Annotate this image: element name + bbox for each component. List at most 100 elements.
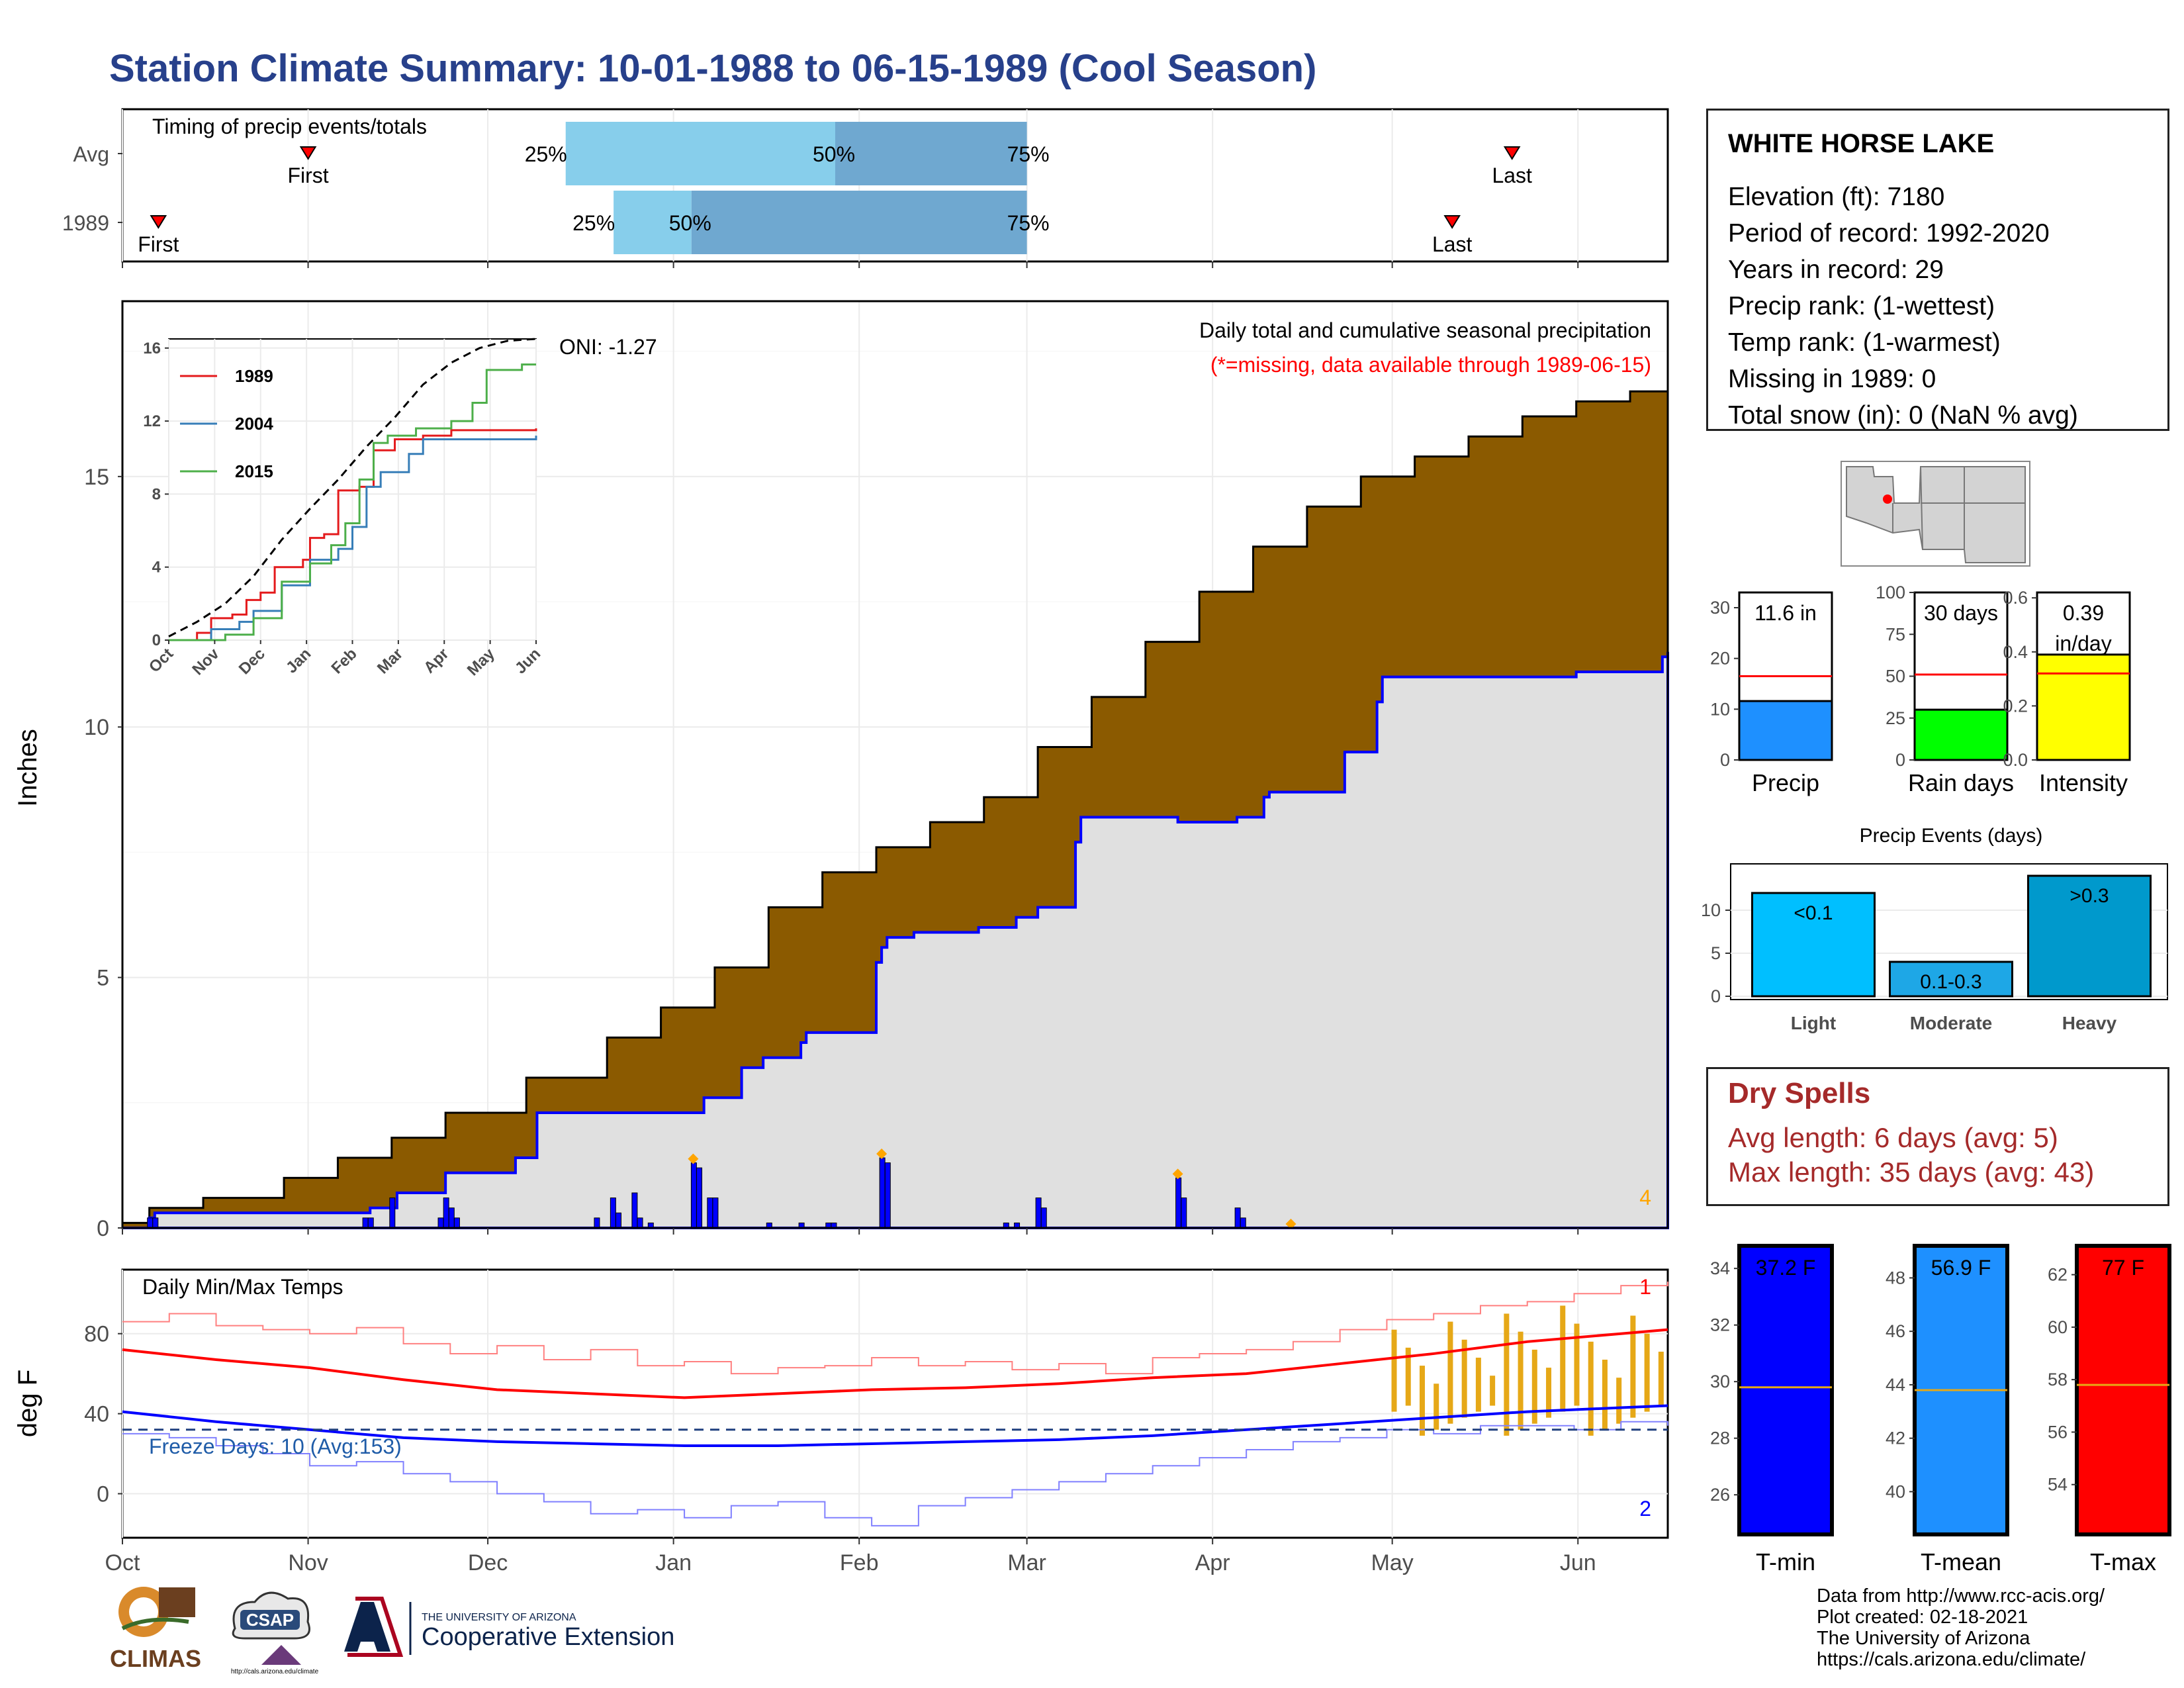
daily-precip-bar: [707, 1197, 713, 1229]
temp-anomaly-bar: [1531, 1349, 1537, 1424]
precip-gauge-tick-label: 0.4: [2003, 642, 2028, 662]
month-label: Dec: [468, 1550, 508, 1575]
precip-gauge-tick-label: 30: [1710, 598, 1730, 618]
missing-marker: [1172, 1168, 1183, 1180]
precip-gauge-label: Rain days: [1908, 769, 2014, 796]
temp-anomaly-bar: [1518, 1331, 1524, 1430]
precip-gauge-tick-label: 0: [1720, 750, 1730, 770]
timing-q75-label: 75%: [1007, 211, 1050, 235]
temp-anomaly-bar: [1419, 1366, 1425, 1436]
precip-gauge-tick-label: 50: [1886, 667, 1905, 686]
timing-q25-q50-bar: [614, 191, 692, 254]
climas-logo: CLIMAS: [110, 1587, 201, 1672]
precip-corner-label: 4: [1639, 1186, 1651, 1209]
ua-top-text: THE UNIVERSITY OF ARIZONA: [422, 1612, 576, 1623]
events-bar: [2027, 874, 2152, 998]
daily-precip-bar: [389, 1197, 396, 1229]
missing-markers: [688, 1149, 1297, 1229]
precip-gauge-tick-label: 25: [1886, 708, 1905, 728]
temp-anomaly-bar: [1560, 1305, 1566, 1412]
precip-gauge-tick-label: 0: [1895, 750, 1905, 770]
month-label: May: [1371, 1550, 1414, 1575]
station-info-box: WHITE HORSE LAKE Elevation (ft): 7180 Pe…: [1706, 109, 2169, 431]
temp-gauge-tick-label: 62: [2048, 1265, 2068, 1285]
timing-q50-label: 50%: [669, 211, 711, 235]
events-category-label: Heavy: [2062, 1013, 2117, 1033]
events-ytick-label: 10: [1701, 900, 1721, 920]
temp-anomaly-bar: [1602, 1360, 1608, 1430]
temp-gauge-tick-label: 46: [1886, 1321, 1905, 1341]
ua-logo: THE UNIVERSITY OF ARIZONA Cooperative Ex…: [344, 1597, 674, 1657]
station-precip-rank: Precip rank: (1-wettest): [1728, 292, 1995, 320]
inset-ytick-label: 4: [152, 559, 161, 577]
precip-gauge-tick-label: 100: [1876, 583, 1905, 602]
events-category-label: Moderate: [1910, 1013, 1992, 1033]
temp-anomaly-bar: [1447, 1321, 1453, 1424]
precip-gauge-value: 11.6 in: [1754, 601, 1817, 625]
station-missing: Missing in 1989: 0: [1728, 365, 1936, 393]
timing-q75-label: 75%: [1007, 142, 1050, 166]
timing-row-label: Avg: [73, 142, 109, 166]
csap-url: http://cals.arizona.edu/climate: [231, 1668, 319, 1675]
temp-anomaly-bar: [1475, 1357, 1481, 1412]
daily-precip-bar: [367, 1217, 374, 1229]
daily-precip-bar: [690, 1162, 697, 1229]
freeze-label: Freeze Days: 10 (Avg:153): [149, 1434, 402, 1458]
inset-series: [168, 338, 537, 641]
page-title: Station Climate Summary: 10-01-1988 to 0…: [109, 47, 1317, 90]
temp-ytick-label: 40: [84, 1402, 109, 1427]
timing-q25-label: 25%: [572, 211, 615, 235]
timing-last-marker: [1443, 215, 1461, 229]
temp-anomaly-bar: [1546, 1368, 1552, 1418]
events-ytick-label: 0: [1711, 986, 1721, 1006]
temp-anomaly-bar: [1391, 1329, 1397, 1412]
cumulative-1989-area: [122, 651, 1669, 1229]
inset-avg-line: [168, 338, 537, 637]
month-label: Jan: [655, 1550, 692, 1575]
temp-gauge-bar: [1737, 1244, 1834, 1536]
precip-ylabel: Inches: [13, 729, 42, 807]
events-bar: [1889, 961, 2013, 998]
events-bar-label: >0.3: [2070, 885, 2109, 907]
daily-precip-bar: [152, 1217, 159, 1229]
precip-gauge-bar: [1738, 700, 1833, 761]
timing-first-marker: [150, 215, 167, 229]
temp-gauge-tick-label: 40: [1886, 1481, 1905, 1501]
timing-panel: Timing of precip events/totals Avg 25% 50%…: [62, 108, 1669, 268]
temp-anomaly-bar: [1490, 1376, 1496, 1406]
precip-ytick-label: 15: [84, 465, 109, 490]
missing-marker: [1285, 1219, 1297, 1229]
temp-gauge-label: T-max: [2090, 1548, 2156, 1575]
temp-anomaly-bars: [1391, 1305, 1664, 1436]
timing-q25-label: 25%: [525, 142, 567, 166]
timing-q50-q75-bar: [691, 191, 1027, 254]
precip-gauge-label: Intensity: [2039, 769, 2128, 796]
daily-precip-bar: [1035, 1197, 1042, 1229]
precip-gauge-tick-label: 20: [1710, 649, 1730, 669]
temp-gauge-tick-label: 30: [1710, 1372, 1730, 1391]
temp-corner-bottom: 2: [1639, 1497, 1651, 1521]
temp-anomaly-bar: [1630, 1315, 1636, 1418]
dry-spells-avg: Avg length: 6 days (avg: 5): [1728, 1122, 2058, 1153]
oni-label: ONI: -1.27: [559, 335, 657, 359]
precip-ytick-label: 5: [97, 966, 109, 991]
precip-gauge-value: 0.39: [2063, 601, 2104, 625]
timing-first-marker: [299, 146, 317, 160]
temperature-gauges: 26 28 30 32 34 37.2 F T-min 40 42 44 46 48 56.9 F T-m…: [1710, 1244, 2171, 1575]
precip-events-title: Precip Events (days): [1860, 825, 2043, 847]
precip-gauge-tick-label: 75: [1886, 624, 1905, 644]
precip-events-bars: 0 5 10 <0.1 Light 0.1-0.3 Moderate >0.3 Heavy: [1701, 874, 2167, 1033]
daily-precip-bar: [147, 1217, 154, 1229]
precip-gauge-bar: [2036, 653, 2131, 761]
temp-gauge-value: 37.2 F: [1756, 1256, 1816, 1280]
temp-anomaly-bar: [1616, 1378, 1622, 1424]
csap-text: CSAP: [246, 1610, 294, 1630]
inset-ytick-label: 8: [152, 485, 161, 503]
temp-corner-top: 1: [1639, 1275, 1651, 1299]
timing-title: Timing of precip events/totals: [152, 115, 427, 138]
temp-gauge-tick-label: 44: [1886, 1375, 1905, 1395]
temp-anomaly-bar: [1461, 1339, 1467, 1418]
daily-precip-bar: [615, 1212, 622, 1229]
